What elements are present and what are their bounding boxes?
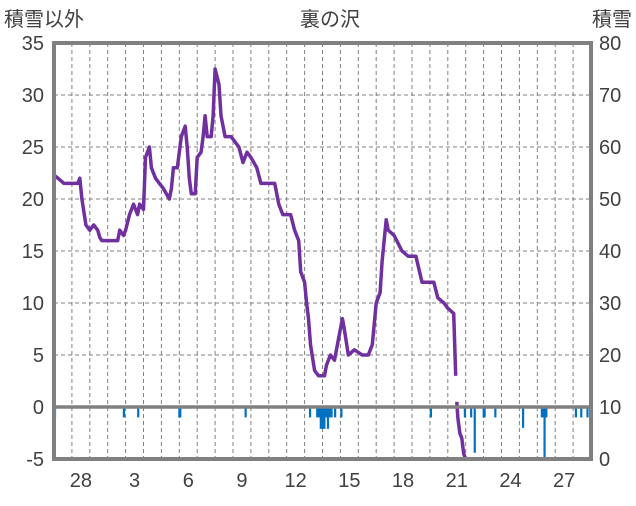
other-bar bbox=[328, 407, 331, 418]
other-bar bbox=[540, 407, 543, 418]
x-ticks: 28 3 6 9 12 15 18 21 24 27 bbox=[70, 470, 576, 492]
other-bar bbox=[321, 407, 324, 429]
chart-title: 裏の沢 bbox=[300, 8, 360, 31]
right-tick-label: 60 bbox=[599, 137, 621, 159]
snow-depth-line bbox=[52, 67, 458, 378]
x-tick-label: 15 bbox=[338, 470, 360, 492]
other-bar bbox=[429, 407, 432, 418]
right-y-ticks: 80 70 60 50 40 30 20 10 0 bbox=[599, 33, 621, 471]
x-tick-label: 21 bbox=[446, 470, 468, 492]
other-bar bbox=[521, 407, 525, 428]
right-tick-label: 30 bbox=[599, 293, 621, 315]
other-bar bbox=[179, 407, 182, 418]
other-bar bbox=[470, 407, 473, 418]
left-axis-title: 積雪以外 bbox=[4, 8, 84, 31]
left-tick-label: 0 bbox=[33, 397, 44, 419]
other-bar bbox=[494, 407, 497, 418]
grid-lines bbox=[54, 42, 591, 460]
other-bar bbox=[137, 407, 140, 418]
x-tick-label: 9 bbox=[236, 470, 247, 492]
other-bar bbox=[316, 407, 319, 418]
other-bar bbox=[326, 407, 330, 429]
plot-border bbox=[52, 41, 593, 461]
other-bar bbox=[244, 407, 247, 418]
other-bar bbox=[122, 407, 126, 418]
right-tick-label: 20 bbox=[599, 345, 621, 367]
other-bar bbox=[483, 407, 486, 418]
right-tick-label: 0 bbox=[599, 449, 610, 471]
right-tick-label: 80 bbox=[599, 33, 621, 55]
right-tick-label: 50 bbox=[599, 189, 621, 211]
left-tick-label: 15 bbox=[22, 241, 44, 263]
left-tick-label: 5 bbox=[33, 345, 44, 367]
x-tick-label: 12 bbox=[285, 470, 307, 492]
other-bar bbox=[325, 407, 328, 418]
snow-depth-series bbox=[52, 67, 588, 461]
x-tick-label: 18 bbox=[392, 470, 414, 492]
other-bar bbox=[543, 407, 546, 459]
left-tick-label: 30 bbox=[22, 85, 44, 107]
left-tick-label: 10 bbox=[22, 293, 44, 315]
other-bar bbox=[463, 407, 467, 418]
right-tick-label: 10 bbox=[599, 397, 621, 419]
other-bar bbox=[340, 407, 343, 418]
other-bar bbox=[330, 407, 333, 418]
right-tick-label: 40 bbox=[599, 241, 621, 263]
left-tick-label: -5 bbox=[26, 449, 44, 471]
other-bar bbox=[334, 407, 337, 418]
other-bar bbox=[317, 407, 321, 418]
left-tick-label: 35 bbox=[22, 33, 44, 55]
x-tick-label: 28 bbox=[70, 470, 92, 492]
other-bar bbox=[473, 407, 476, 453]
left-tick-label: 20 bbox=[22, 189, 44, 211]
other-bar bbox=[545, 407, 548, 418]
other-bar bbox=[323, 407, 326, 429]
other-bar bbox=[574, 407, 577, 418]
x-tick-label: 27 bbox=[553, 470, 575, 492]
x-tick-label: 3 bbox=[129, 470, 140, 492]
other-bar bbox=[308, 407, 312, 418]
x-tick-label: 24 bbox=[499, 470, 521, 492]
x-tick-label: 6 bbox=[183, 470, 194, 492]
plot-frame bbox=[52, 41, 593, 461]
left-y-ticks: 35 30 25 20 15 10 5 0 -5 bbox=[22, 33, 44, 471]
other-bar bbox=[586, 407, 589, 418]
other-bar bbox=[580, 407, 583, 418]
other-bar bbox=[319, 407, 322, 429]
right-tick-label: 70 bbox=[599, 85, 621, 107]
right-axis-title: 積雪 bbox=[592, 8, 632, 31]
other-bars bbox=[53, 407, 589, 459]
left-tick-label: 25 bbox=[22, 137, 44, 159]
